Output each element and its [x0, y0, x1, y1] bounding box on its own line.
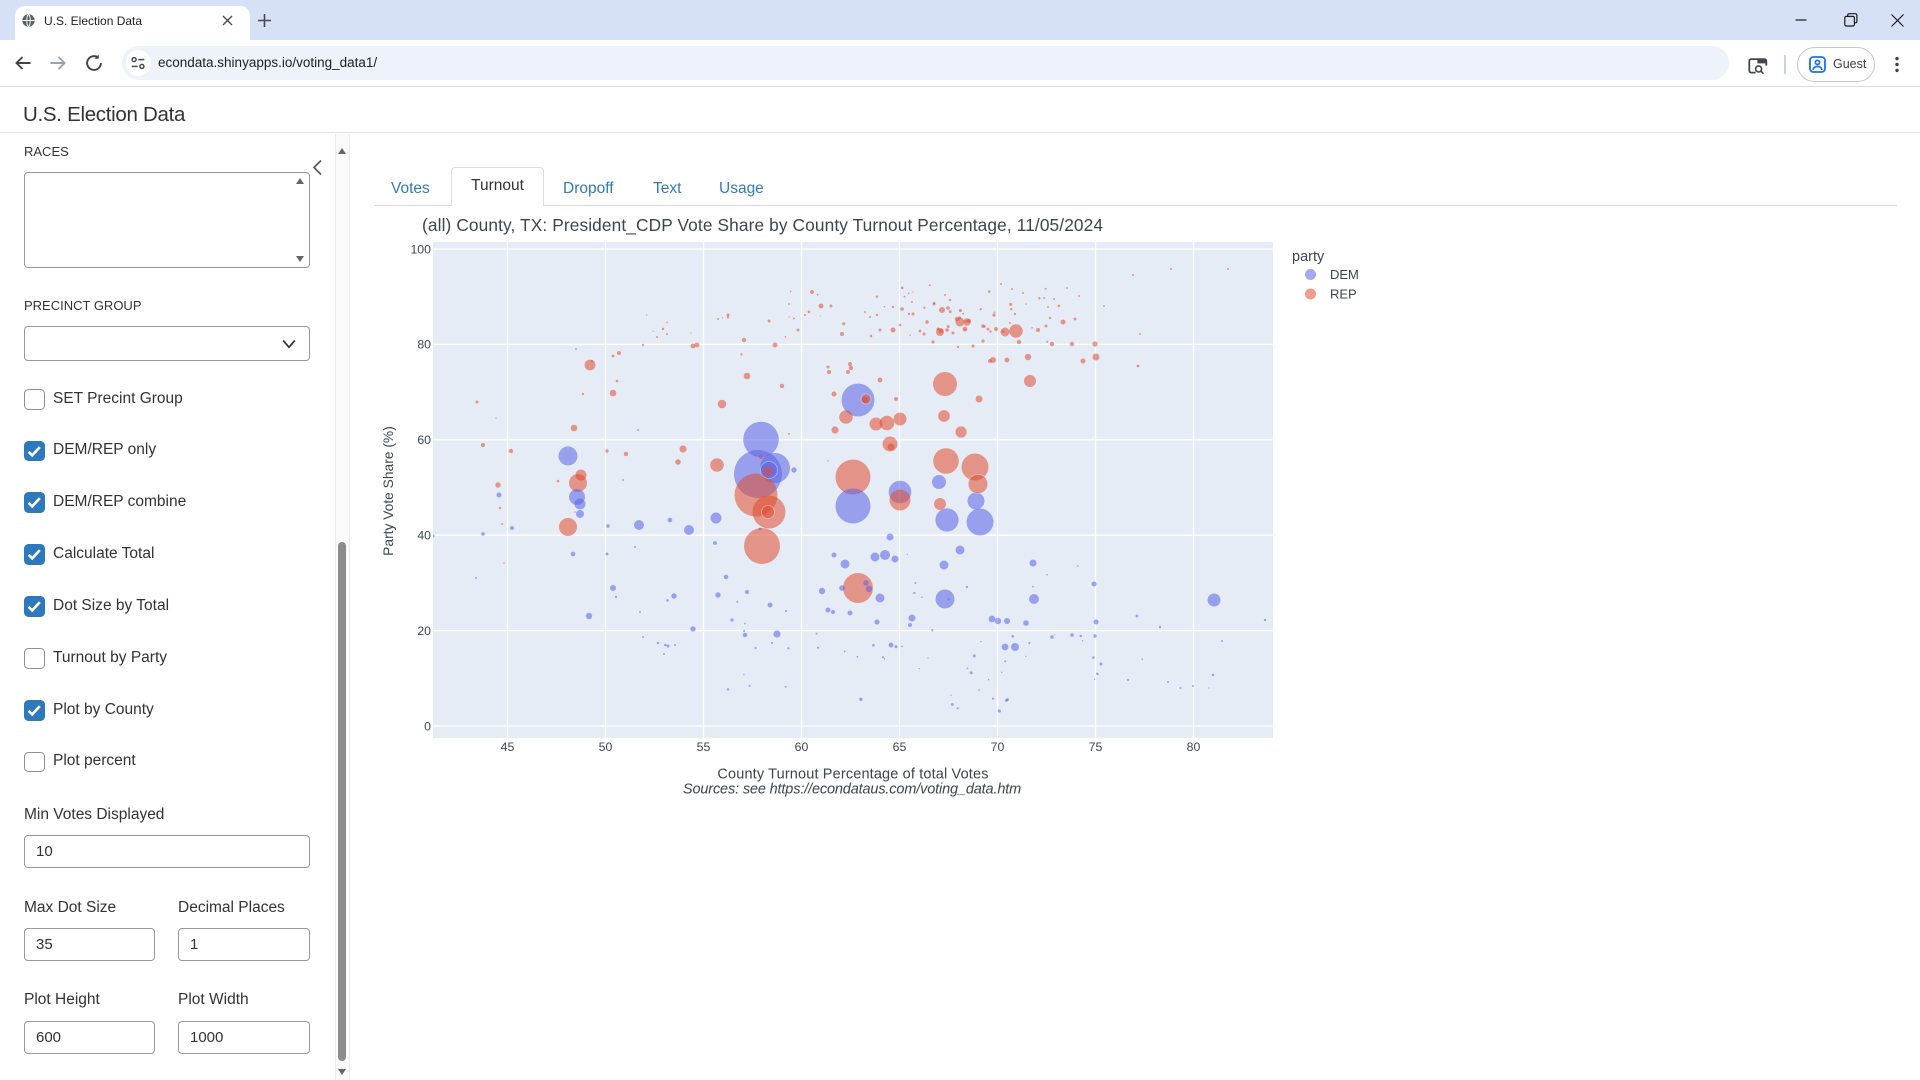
svg-text:party: party	[1292, 249, 1325, 265]
svg-text:100: 100	[410, 242, 431, 256]
svg-text:75: 75	[1089, 740, 1103, 754]
svg-text:20: 20	[417, 624, 431, 638]
svg-text:45: 45	[501, 740, 515, 754]
svg-text:REP: REP	[1330, 287, 1357, 302]
svg-text:Party Vote Share (%): Party Vote Share (%)	[381, 426, 396, 556]
svg-text:70: 70	[991, 740, 1005, 754]
svg-text:(all) County, TX: President_CD: (all) County, TX: President_CDP Vote Sha…	[422, 215, 1103, 235]
svg-text:55: 55	[697, 740, 711, 754]
svg-text:65: 65	[893, 740, 907, 754]
svg-text:60: 60	[417, 433, 431, 447]
svg-text:Sources: see https://econdatau: Sources: see https://econdataus.com/voti…	[683, 782, 1021, 798]
svg-text:80: 80	[417, 338, 431, 352]
svg-text:50: 50	[599, 740, 613, 754]
svg-text:DEM: DEM	[1330, 267, 1359, 282]
svg-text:County Turnout Percentage of t: County Turnout Percentage of total Votes	[717, 767, 988, 783]
svg-text:60: 60	[795, 740, 809, 754]
svg-text:0: 0	[424, 719, 431, 733]
svg-text:80: 80	[1187, 740, 1201, 754]
svg-text:40: 40	[417, 529, 431, 543]
